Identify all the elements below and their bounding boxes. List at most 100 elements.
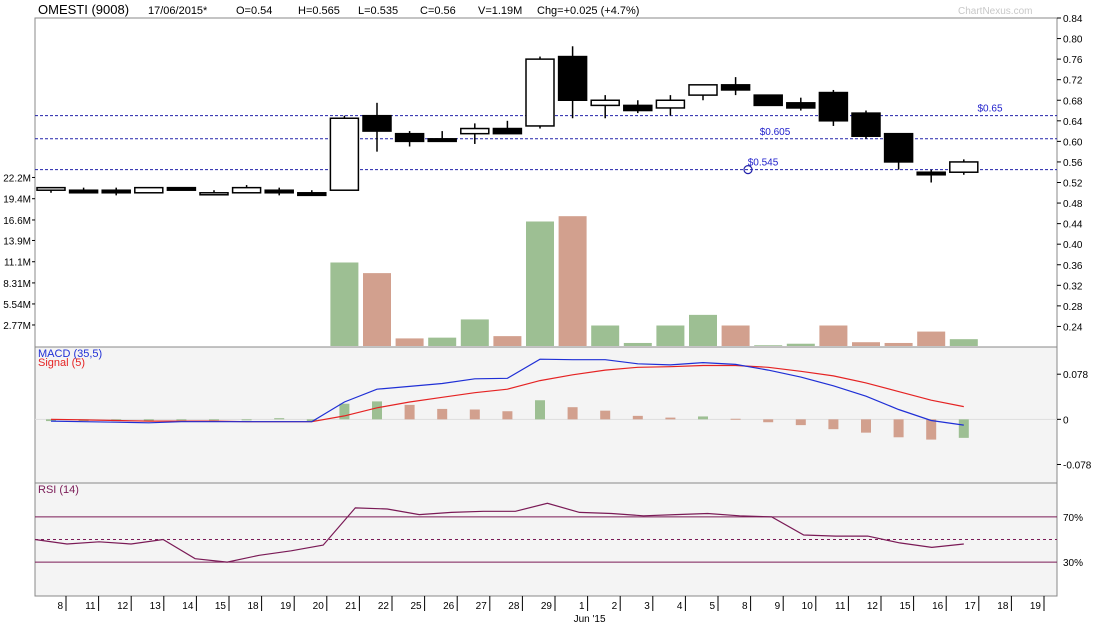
header-volume: V=1.19M [478,5,522,17]
macd-title: MACD (35,5) [38,348,102,360]
macd-histogram-bar [958,419,969,438]
macd-histogram-bar [46,419,56,422]
macd-histogram-bar [437,408,448,420]
candle-body [231,186,262,194]
macd-histogram-bar [698,416,708,420]
macd-histogram-bar [241,419,252,421]
rsi-line [34,502,964,563]
macd-histogram-bar [795,419,806,426]
volume-tick-label: 2.77M [3,321,31,332]
candle-body [36,186,66,191]
candle-body [492,127,523,135]
level-marker [743,165,753,175]
macd-histogram-bar [665,417,676,420]
macd-histogram-bar [861,419,871,433]
candle-body [394,132,425,143]
candle-body [460,127,490,135]
header-low: L=0.535 [358,5,398,17]
macd-panel [34,346,1058,484]
volume-bar [558,216,587,346]
macd-histogram-bar [567,407,578,420]
volume-tick-label: 5.54M [3,300,31,311]
x-tick-label: 27 [476,601,488,612]
volume-bar [493,336,522,346]
x-tick-label: 11 [85,601,96,612]
x-tick-label: 14 [182,601,194,612]
volume-tick-label: 13.9M [3,236,31,247]
candle-body [949,161,979,173]
axes: 0.84 0.80 0.76 0.72 0.68 0.64 0.60 0.56 0.52 0.48… [3,14,1092,624]
volume-tick-label: 19.4M [3,195,31,206]
candles [36,46,979,197]
rsi-tick-label: 30% [1063,558,1083,569]
candle-body [753,94,783,107]
candle-body [427,138,457,143]
candle-body [134,186,164,194]
price-tick-label: 0.80 [1063,35,1083,46]
volume-bar [623,342,652,346]
macd-tick-label: 0 [1063,415,1069,426]
price-tick-label: 0.68 [1063,96,1083,107]
rsi-tick-label: 70% [1063,513,1083,524]
x-tick-label: 22 [378,601,390,612]
price-tick-label: 0.48 [1063,199,1083,210]
x-tick-label: 25 [410,601,422,612]
price-tick-label: 0.64 [1063,117,1083,128]
x-tick-label: 16 [932,601,944,612]
price-tick-label: 0.52 [1063,179,1083,190]
candle-body [166,186,197,191]
macd-histogram-bar [339,403,350,420]
macd-histogram-bar [274,418,285,420]
candle-body [851,112,881,137]
rsi-series [34,502,1057,563]
candle-body [362,114,392,132]
x-tick-label: 18 [247,601,259,612]
header-open: O=0.54 [236,5,272,17]
x-month-label: Jun '15 [574,614,606,624]
price-tick-label: 0.36 [1063,261,1083,272]
macd-histogram-bar [926,419,937,440]
x-tick-label: 9 [775,601,781,612]
x-tick-label: 15 [899,601,911,612]
x-tick-label: 21 [345,601,357,612]
volume-bar [591,325,620,346]
x-tick-label: 29 [541,601,553,612]
volume-bar [884,342,913,346]
price-level-label: $0.545 [748,158,779,169]
macd-histogram-bar [143,419,154,422]
volume-bar [428,337,457,346]
macd-histogram-bar [404,404,415,420]
macd-histogram-bar [730,418,741,420]
watermark-text: ChartNexus.com [958,6,1032,17]
volume-bar [917,331,946,346]
macd-series [35,358,1057,440]
volume-bar [786,343,815,346]
price-tick-label: 0.40 [1063,240,1083,251]
macd-histogram-bar [763,419,774,423]
x-tick-label: 19 [1030,601,1042,612]
volume-bar [819,325,848,346]
candle-body [264,189,294,194]
header-high: H=0.565 [298,5,340,17]
x-tick-label: 26 [443,601,455,612]
volume-bars [330,216,978,346]
candle-body [623,104,653,112]
volume-bar [689,314,717,346]
volume-bar [526,221,554,346]
x-tick-label: 4 [677,601,683,612]
macd-histogram-bar [469,409,480,420]
x-tick-label: 1 [579,601,585,612]
macd-histogram-bar [600,410,611,420]
candle-body [688,84,718,96]
volume-bar [852,342,880,346]
candle-body [916,171,946,176]
x-tick-label: 3 [644,601,650,612]
volume-bar [754,345,783,346]
volume-bar [363,273,391,346]
candle-body [590,99,620,107]
price-tick-label: 0.72 [1063,76,1083,87]
header-date: 17/06/2015* [148,5,208,17]
macd-histogram-bar [535,400,545,420]
macd-histogram-bar [632,415,643,420]
candle-body [101,189,131,194]
